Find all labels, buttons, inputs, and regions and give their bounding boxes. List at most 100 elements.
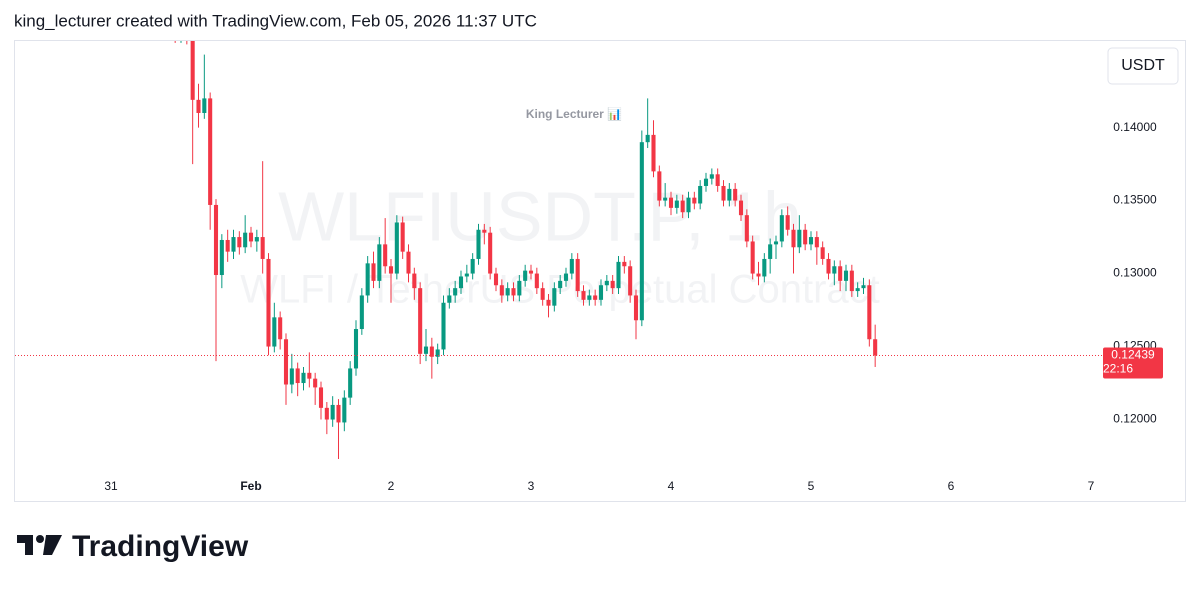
candle-body xyxy=(383,244,388,267)
last-price-label: 0.12439 xyxy=(1111,348,1155,362)
y-tick-label: 0.12000 xyxy=(1113,412,1157,426)
candle-body xyxy=(260,237,265,259)
candle-body xyxy=(674,200,679,208)
brand-name: TradingView xyxy=(72,530,249,563)
candle-body xyxy=(453,288,458,296)
x-tick-label: 31 xyxy=(104,479,118,493)
candle-body xyxy=(820,247,825,259)
candle-body xyxy=(575,258,580,292)
candle-body xyxy=(476,229,481,259)
candle-body xyxy=(406,251,411,274)
candle-body xyxy=(628,266,633,296)
candle-body xyxy=(254,237,259,242)
candle-body xyxy=(429,346,434,357)
candle-body xyxy=(593,295,598,300)
candle-body xyxy=(266,258,271,347)
candle-body xyxy=(797,229,802,248)
watermark-symbol: WLFIUSDT.P, 1h xyxy=(278,177,802,255)
candle-body xyxy=(610,280,615,289)
candle-body xyxy=(248,232,254,242)
candle-body xyxy=(546,299,551,306)
candle-body xyxy=(791,229,796,248)
candle-body xyxy=(324,407,329,420)
candle-body xyxy=(523,270,528,281)
candle-body xyxy=(651,134,656,172)
candle-body xyxy=(505,288,510,296)
x-tick-label: 4 xyxy=(668,479,675,493)
candle-body xyxy=(873,339,878,356)
candle-body xyxy=(377,244,382,281)
candle-body xyxy=(698,185,703,204)
candle-body xyxy=(418,288,423,354)
candle-body xyxy=(313,378,318,388)
candle-body xyxy=(744,215,749,242)
x-tick-label: Feb xyxy=(240,479,261,493)
candle-body xyxy=(447,295,452,303)
candle-body xyxy=(371,263,376,281)
candle-body xyxy=(423,346,429,354)
candle-body xyxy=(283,339,289,385)
x-tick-label: 5 xyxy=(808,479,815,493)
candle-body xyxy=(680,200,685,213)
candle-body xyxy=(779,215,784,242)
candle-body xyxy=(773,241,779,245)
candle-body xyxy=(750,241,755,274)
candle-body xyxy=(213,204,219,276)
candle-body xyxy=(534,273,539,289)
candle-body xyxy=(278,317,283,340)
candle-body xyxy=(511,288,516,296)
annotation: King Lecturer 📊 xyxy=(526,107,622,121)
candle-body xyxy=(587,295,592,300)
candle-body xyxy=(336,404,341,423)
candle-body xyxy=(348,368,353,398)
candle-body xyxy=(488,232,493,274)
candle-body xyxy=(563,273,569,281)
x-tick-label: 7 xyxy=(1088,479,1095,493)
candle-body xyxy=(388,266,394,274)
logo-dot xyxy=(36,535,44,543)
candle-body xyxy=(243,232,248,248)
candle-body xyxy=(412,273,417,289)
candle-body xyxy=(307,372,312,379)
candle-body xyxy=(295,368,300,384)
candle-body xyxy=(528,270,534,274)
candle-body xyxy=(686,197,691,213)
candle-body xyxy=(657,171,662,201)
candle-body xyxy=(318,387,324,408)
candle-body xyxy=(785,215,790,230)
candle-body xyxy=(622,261,627,267)
candle-body xyxy=(849,270,854,292)
candle-body xyxy=(540,288,545,300)
x-tick-label: 6 xyxy=(948,479,955,493)
currency-label[interactable]: USDT xyxy=(1121,57,1165,74)
last-price-tag xyxy=(1103,347,1163,379)
candle-body xyxy=(826,258,831,274)
candle-body xyxy=(598,285,604,300)
candle-body xyxy=(196,99,201,113)
candle-body xyxy=(756,273,761,277)
currency-button[interactable] xyxy=(1107,47,1179,85)
candle-body xyxy=(616,261,621,289)
candle-body xyxy=(861,285,866,289)
candle-body xyxy=(342,397,347,423)
candle-body xyxy=(190,41,195,100)
plot-area xyxy=(174,41,878,459)
candle-body xyxy=(394,222,399,274)
candle-body xyxy=(353,329,359,369)
x-tick-label: 2 xyxy=(388,479,395,493)
x-tick-label: 3 xyxy=(528,479,535,493)
candle-body xyxy=(604,280,609,286)
candle-body xyxy=(493,273,499,286)
candle-body xyxy=(867,285,872,340)
candle-body xyxy=(832,266,837,274)
candle-body xyxy=(768,244,773,259)
candle-body xyxy=(464,273,469,277)
candle-body xyxy=(645,134,650,143)
candle-body xyxy=(703,178,709,186)
candle-body xyxy=(721,185,726,201)
brand-logo: TradingView xyxy=(17,530,249,563)
y-tick-label: 0.14000 xyxy=(1113,120,1157,134)
candle-body xyxy=(470,258,475,274)
